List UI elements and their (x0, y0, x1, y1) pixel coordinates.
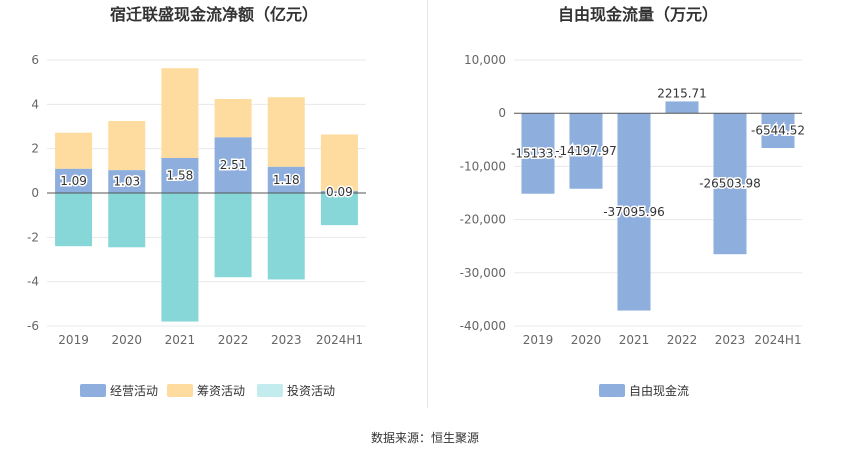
chart1-x-tick-label: 2024H1 (316, 333, 363, 347)
operating-bar[interactable] (267, 166, 305, 193)
operating-bar[interactable] (108, 170, 146, 193)
free-cash-flow-bar[interactable] (521, 113, 555, 194)
financing-bar[interactable] (267, 97, 305, 167)
operating-value-label: 1.09 (60, 174, 87, 188)
chart2-y-tick-label: -40,000 (460, 319, 506, 333)
investing-bar[interactable] (55, 193, 93, 247)
chart1-y-tick-label: 6 (31, 53, 39, 67)
chart2-y-tick-label: -20,000 (460, 213, 506, 227)
chart1-y-tick-label: -4 (27, 275, 39, 289)
operating-bar[interactable] (320, 191, 358, 193)
chart1-x-tick-label: 2020 (111, 333, 142, 347)
chart2-x-tick-label: 2021 (619, 333, 650, 347)
chart1-data-labels: 1.09 1.03 1.58 2.51 1.18 0.09 (59, 157, 355, 201)
chart2-y-tick-label: 0 (498, 106, 506, 120)
investing-bar[interactable] (267, 193, 305, 280)
chart1-y-tick-label: 0 (31, 186, 39, 200)
chart2-y-axis: 10,000 0 -10,000 -20,000 -30,000 -40,000 (460, 53, 506, 333)
chart2-legend[interactable]: 自由现金流 (599, 383, 689, 398)
chart1-x-tick-label: 2022 (218, 333, 249, 347)
free-cash-flow-value-label: -26503.98 (699, 177, 761, 191)
free-cash-flow-value-label: 2215.71 (657, 86, 707, 100)
operating-value-label: 0.09 (326, 185, 353, 199)
chart1-x-tick-label: 2023 (271, 333, 302, 347)
operating-bar[interactable] (161, 157, 199, 193)
financing-bar[interactable] (108, 120, 146, 171)
chart1-legend[interactable]: 经营活动 筹资活动 投资活动 (80, 383, 335, 398)
investing-bar[interactable] (161, 193, 199, 322)
investing-bar[interactable] (108, 193, 146, 248)
chart1-y-tick-label: -2 (27, 230, 39, 244)
chart1-y-tick-label: 4 (31, 97, 39, 111)
chart1-legend-label[interactable]: 投资活动 (287, 383, 335, 398)
operating-value-label: 2.51 (220, 158, 247, 172)
investing-bar[interactable] (214, 193, 252, 278)
chart2-title: 自由现金流量（万元） (558, 5, 718, 24)
chart2-x-tick-label: 2022 (667, 333, 698, 347)
chart2-legend-swatch[interactable] (599, 384, 625, 397)
chart1-y-axis: 6 4 2 0 -2 -4 -6 (27, 53, 39, 333)
investing-bar[interactable] (320, 193, 358, 226)
free-cash-flow-value-label: -15133.9 (511, 146, 565, 160)
free-cash-flow-bar[interactable] (761, 113, 795, 149)
chart1-y-tick-label: -6 (27, 319, 39, 333)
operating-value-label: 1.18 (273, 173, 300, 187)
operating-value-label: 1.58 (167, 168, 194, 182)
chart1-x-tick-label: 2019 (58, 333, 89, 347)
chart2-x-tick-label: 2023 (715, 333, 746, 347)
chart2-y-tick-label: 10,000 (464, 53, 506, 67)
chart1-x-tick-label: 2021 (165, 333, 196, 347)
chart2-bars (521, 101, 795, 311)
chart1-bars (55, 68, 358, 322)
financing-bar[interactable] (320, 134, 358, 192)
financing-bar[interactable] (55, 132, 93, 169)
panel-divider (427, 0, 428, 408)
chart2-y-tick-label: -30,000 (460, 266, 506, 280)
chart2-x-tick-label: 2020 (571, 333, 602, 347)
chart1-legend-label[interactable]: 经营活动 (110, 384, 158, 398)
operating-bar[interactable] (55, 168, 93, 193)
free-cash-flow-value-label: -14197.97 (555, 144, 617, 158)
chart1-legend-swatch[interactable] (257, 384, 283, 397)
free-cash-flow-bar[interactable] (665, 101, 699, 114)
free-cash-flow-value-label: -37095.96 (603, 205, 665, 219)
operating-value-label: 1.03 (113, 175, 140, 189)
chart1-y-tick-label: 2 (31, 142, 39, 156)
chart2-x-axis: 2019 2020 2021 2022 2023 2024H1 (523, 333, 802, 347)
free-cash-flow-bar[interactable] (713, 113, 747, 255)
financing-bar[interactable] (161, 68, 199, 158)
chart1-x-axis: 2019 2020 2021 2022 2023 2024H1 (58, 333, 363, 347)
chart2-gridlines (514, 59, 802, 327)
chart2-y-tick-label: -10,000 (460, 159, 506, 173)
financing-bar[interactable] (214, 99, 252, 138)
chart1-legend-swatch[interactable] (167, 384, 193, 397)
free-cash-flow-value-label: -6544.52 (751, 124, 805, 138)
operating-bar[interactable] (214, 137, 252, 193)
chart2-x-tick-label: 2019 (523, 333, 554, 347)
free-cash-flow-chart: 自由现金流量（万元） 10,000 0 -10,000 -20,000 -30,000 -… (460, 5, 807, 398)
chart2-legend-label[interactable]: 自由现金流 (629, 383, 689, 398)
chart1-legend-label[interactable]: 筹资活动 (197, 384, 245, 398)
free-cash-flow-bar[interactable] (569, 113, 603, 189)
cash-flow-chart: 宿迁联盛现金流净额（亿元） 6 4 2 0 -2 -4 -6 1.09 1.03 1.58 2.5… (27, 5, 366, 398)
chart2-data-labels: -15133.9-14197.97 -37095.96 2215.71 -26503.… (510, 85, 807, 220)
chart2-x-tick-label: 2024H1 (754, 333, 801, 347)
chart1-title: 宿迁联盛现金流净额（亿元） (110, 5, 318, 24)
data-source-note: 数据来源：恒生聚源 (370, 431, 479, 445)
chart1-gridlines (47, 59, 366, 327)
chart1-legend-swatch[interactable] (80, 384, 106, 397)
free-cash-flow-bar[interactable] (617, 113, 651, 311)
